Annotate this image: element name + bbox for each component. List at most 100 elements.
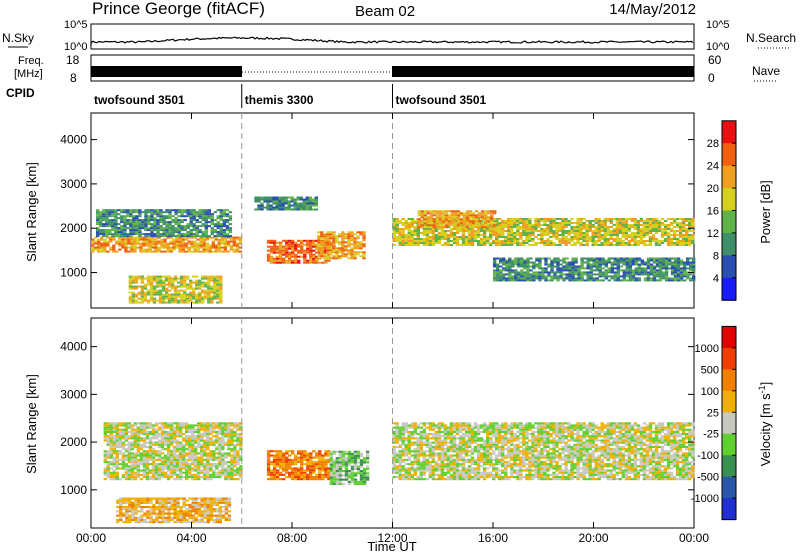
heatmap-cell xyxy=(392,467,396,470)
heatmap-cell xyxy=(413,428,417,431)
heatmap-cell xyxy=(606,230,610,232)
heatmap-cell xyxy=(407,426,411,429)
heatmap-cell xyxy=(225,227,230,230)
heatmap-cell xyxy=(595,257,599,260)
heatmap-cell xyxy=(227,469,231,472)
heatmap-cell xyxy=(172,238,176,241)
heatmap-cell xyxy=(582,224,586,226)
heatmap-cell xyxy=(392,230,396,232)
heatmap-cell xyxy=(362,231,366,234)
heatmap-cell xyxy=(479,238,484,240)
heatmap-cell xyxy=(437,228,442,230)
heatmap-cell xyxy=(195,215,199,218)
heatmap-cell xyxy=(105,231,109,234)
heatmap-cell xyxy=(171,215,175,218)
heatmap-cell xyxy=(624,238,629,240)
heatmap-cell xyxy=(347,253,351,256)
heatmap-cell xyxy=(224,478,228,481)
heatmap-cell xyxy=(658,257,663,260)
heatmap-cell xyxy=(621,224,625,226)
heatmap-cell xyxy=(601,271,605,274)
heatmap-cell xyxy=(520,279,524,282)
heatmap-cell xyxy=(159,221,163,224)
heatmap-cell xyxy=(206,471,210,474)
heatmap-cell xyxy=(229,246,234,249)
heatmap-cell xyxy=(269,241,274,244)
heatmap-cell xyxy=(499,275,503,278)
heatmap-cell xyxy=(148,437,153,440)
heatmap-cell xyxy=(97,248,101,251)
heatmap-cell xyxy=(189,219,193,222)
heatmap-cell xyxy=(516,240,520,242)
heatmap-cell xyxy=(401,430,405,433)
heatmap-cell xyxy=(456,218,461,221)
heatmap-cell xyxy=(140,291,145,294)
heatmap-cell xyxy=(285,253,289,256)
heatmap-cell xyxy=(121,473,126,476)
heatmap-cell xyxy=(135,209,139,212)
heatmap-cell xyxy=(154,452,159,455)
heatmap-cell xyxy=(455,236,460,238)
heatmap-cell xyxy=(523,277,527,280)
heatmap-cell xyxy=(598,275,602,278)
heatmap-cell xyxy=(407,443,411,446)
heatmap-cell xyxy=(501,222,505,224)
heatmap-cell xyxy=(473,232,478,234)
heatmap-cell xyxy=(206,452,210,455)
heatmap-cell xyxy=(132,221,136,224)
heatmap-cell xyxy=(218,469,222,472)
heatmap-cell xyxy=(395,224,399,226)
heatmap-cell xyxy=(465,214,470,217)
heatmap-cell xyxy=(179,277,184,280)
heatmap-cell xyxy=(281,202,285,205)
heatmap-cell xyxy=(666,228,671,230)
heatmap-cell xyxy=(603,242,607,244)
heatmap-cell xyxy=(401,473,405,476)
heatmap-cell xyxy=(171,219,175,222)
heatmap-cell xyxy=(230,450,234,453)
heatmap-cell xyxy=(144,235,148,238)
heatmap-cell xyxy=(115,250,119,253)
heatmap-cell xyxy=(495,244,499,246)
heatmap-cell xyxy=(547,265,551,268)
heatmap-cell xyxy=(459,222,464,225)
heatmap-cell xyxy=(130,465,135,468)
heatmap-cell xyxy=(103,454,107,457)
heatmap-cell xyxy=(622,279,626,282)
heatmap-cell xyxy=(154,465,159,468)
heatmap-cell xyxy=(410,238,414,240)
heatmap-cell xyxy=(437,232,442,234)
heatmap-cell xyxy=(284,208,288,211)
heatmap-cell xyxy=(507,220,511,222)
heatmap-cell xyxy=(598,265,602,268)
heatmap-cell xyxy=(130,435,135,438)
heatmap-cell xyxy=(296,208,300,211)
heatmap-cell xyxy=(353,247,357,250)
heatmap-cell xyxy=(173,299,178,302)
heatmap-cell xyxy=(499,265,503,268)
heatmap-cell xyxy=(195,299,199,302)
heatmap-cell xyxy=(459,214,464,217)
heatmap-cell xyxy=(223,244,228,247)
heatmap-cell xyxy=(140,295,145,298)
heatmap-cell xyxy=(676,279,681,282)
heatmap-cell xyxy=(163,476,168,479)
heatmap-cell xyxy=(236,439,240,442)
heatmap-cell xyxy=(218,456,222,459)
heatmap-cell xyxy=(129,229,133,232)
heatmap-cell xyxy=(678,240,683,242)
heatmap-cell xyxy=(191,441,195,444)
heatmap-cell xyxy=(142,240,146,243)
heatmap-cell xyxy=(496,263,500,266)
heatmap-cell xyxy=(663,224,668,226)
heatmap-cell xyxy=(204,213,208,216)
heatmap-cell xyxy=(517,279,521,282)
heatmap-cell xyxy=(630,244,635,246)
heatmap-cell xyxy=(618,240,622,242)
heatmap-cell xyxy=(678,222,683,224)
heatmap-cell xyxy=(196,238,200,241)
heatmap-cell xyxy=(172,458,177,461)
heatmap-cell xyxy=(183,285,187,288)
heatmap-cell xyxy=(594,218,598,220)
heatmap-cell xyxy=(586,277,590,280)
